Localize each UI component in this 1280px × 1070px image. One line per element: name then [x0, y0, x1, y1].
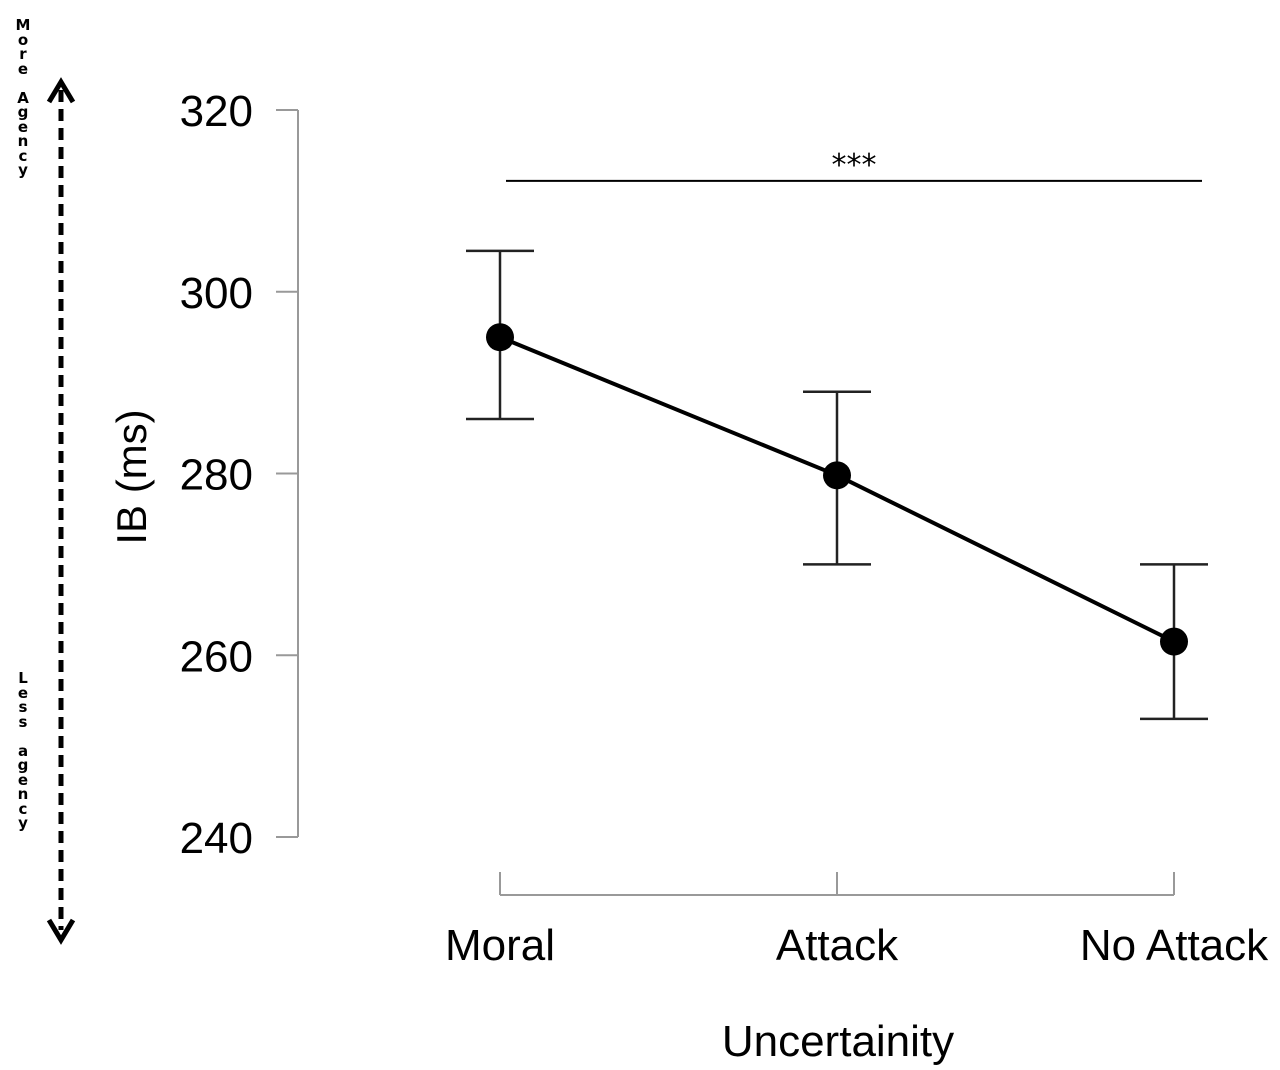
agency-letter: g: [17, 756, 29, 774]
data-point: [486, 323, 514, 352]
agency-letter: c: [18, 799, 28, 818]
agency-arrow: [46, 77, 76, 945]
agency-letter: c: [18, 146, 28, 165]
y-axis: 240 260 280 300 320: [180, 87, 299, 863]
x-axis: Moral Attack No Attack: [445, 872, 1269, 970]
agency-letter: s: [18, 712, 28, 731]
significance-stars: ***: [832, 148, 877, 183]
agency-arrow-head-up: [46, 77, 76, 104]
y-tick-label: 240: [180, 814, 253, 863]
agency-letter: r: [19, 45, 27, 63]
agency-arrow-head-down: [46, 918, 76, 945]
agency-letter: e: [17, 117, 29, 136]
x-tick-label: Attack: [776, 921, 899, 970]
agency-letter: e: [17, 683, 29, 702]
data-point: [1160, 627, 1188, 656]
agency-letter: n: [17, 132, 29, 150]
x-tick-label: Moral: [445, 921, 555, 970]
agency-letter: o: [17, 30, 29, 49]
y-tick-label: 320: [180, 87, 253, 136]
x-axis-label: Uncertainity: [722, 1017, 954, 1065]
y-tick-label: 300: [180, 269, 253, 318]
agency-letter: g: [17, 103, 29, 121]
agency-letter: y: [18, 161, 28, 179]
agency-letter: n: [17, 785, 29, 803]
agency-letter: a: [17, 741, 29, 760]
agency-letter: e: [17, 59, 29, 78]
agency-letter: L: [18, 669, 28, 687]
agency-letter: A: [17, 88, 29, 107]
agency-letter: y: [18, 814, 28, 832]
agency-letter: M: [15, 16, 31, 34]
significance-bracket: ***: [506, 148, 1202, 183]
data-point: [823, 461, 851, 490]
y-tick-label: 280: [180, 451, 253, 500]
data-points: [486, 323, 1188, 656]
agency-letter: e: [17, 770, 29, 789]
x-tick-label: No Attack: [1080, 921, 1269, 970]
y-tick-label: 260: [180, 632, 253, 681]
y-axis-label: IB (ms): [108, 409, 155, 544]
agency-letter: s: [18, 698, 28, 716]
